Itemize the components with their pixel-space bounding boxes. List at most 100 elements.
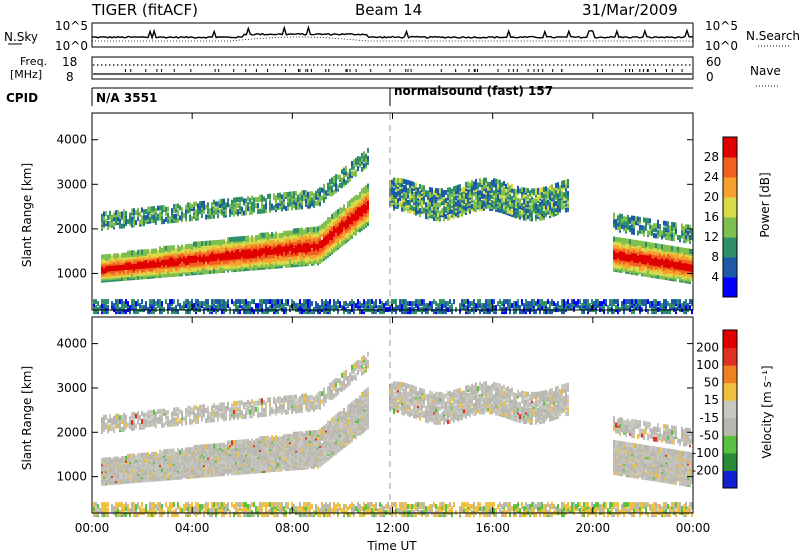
power-cell [353, 196, 355, 202]
power-cell [105, 303, 107, 309]
power-cell [237, 236, 239, 242]
freq-dot [632, 69, 634, 72]
power-cell [565, 179, 567, 185]
power-cell [477, 299, 479, 305]
power-cell [259, 261, 261, 267]
power-cell [161, 267, 163, 273]
power-cell [141, 305, 143, 311]
power-cell [541, 199, 543, 205]
power-cell [215, 299, 217, 305]
power-cell [195, 213, 197, 219]
power-cell [571, 299, 573, 305]
power-cell [347, 303, 349, 309]
power-cell [365, 301, 367, 307]
power-cell [269, 305, 271, 311]
freq-dot [542, 69, 544, 72]
power-cell [335, 210, 337, 216]
power-cell [507, 299, 509, 305]
power-cell [125, 219, 127, 225]
power-cell [459, 303, 461, 309]
power-cell [405, 179, 407, 185]
power-cell [373, 301, 375, 307]
power-cell [111, 255, 113, 261]
power-cell [227, 198, 229, 204]
power-cell [397, 177, 399, 183]
power-cell [323, 198, 325, 203]
power-cell [351, 161, 353, 166]
freq-dot [655, 69, 657, 72]
power-cell [459, 184, 461, 190]
power-cell [189, 301, 191, 307]
power-cell [119, 299, 121, 305]
power-cell [383, 303, 385, 309]
power-cell [181, 207, 183, 213]
power-cell [151, 305, 153, 311]
power-cell [323, 183, 325, 189]
power-cell [225, 208, 227, 214]
freq-dot [646, 69, 648, 72]
power-cell [263, 309, 265, 315]
power-cell [265, 232, 267, 238]
power-cell [121, 252, 123, 258]
freq-dot [389, 69, 391, 72]
power-cell [631, 215, 633, 221]
power-cell [213, 240, 215, 246]
power-cell [221, 208, 223, 214]
power-cell [501, 182, 503, 188]
power-cell [315, 226, 317, 232]
power-cell [445, 189, 447, 195]
power-cell [187, 299, 189, 305]
power-cell [213, 199, 215, 205]
power-cell [349, 168, 351, 174]
power-cell [209, 269, 211, 274]
power-cell [333, 217, 335, 223]
power-cell [105, 254, 107, 260]
power-cell [289, 191, 291, 197]
power-cell [269, 299, 271, 305]
power-cell [171, 245, 173, 251]
power-cell [403, 184, 405, 190]
power-cell [579, 305, 581, 311]
power-cell [333, 237, 335, 243]
power-cell [139, 303, 141, 309]
freq-dot [497, 69, 499, 72]
power-cell [211, 240, 213, 246]
power-cell [275, 247, 277, 253]
power-cell [633, 299, 635, 305]
power-cell [519, 305, 521, 311]
power-cell [295, 228, 297, 234]
freq-dot [476, 69, 478, 72]
nsky-trace [91, 24, 694, 40]
power-cell [363, 151, 365, 157]
power-cell [131, 299, 133, 305]
power-cell [259, 208, 261, 214]
freq-dot [370, 69, 372, 72]
power-cell [275, 305, 277, 311]
power-cell [273, 193, 275, 199]
power-cell [501, 301, 503, 307]
power-cell [155, 215, 157, 221]
power-cell [279, 254, 281, 260]
power-cell [445, 301, 447, 307]
power-cell [567, 299, 569, 305]
power-cell [277, 202, 279, 208]
power-cell [377, 305, 379, 311]
power-cell [217, 305, 219, 311]
power-cell [315, 248, 317, 253]
power-cell [191, 266, 193, 272]
power-cell [301, 234, 303, 240]
power-cell [207, 249, 209, 255]
power-cell [313, 199, 315, 204]
power-cell [101, 217, 103, 223]
power-cell [161, 205, 163, 211]
power-cell [317, 303, 319, 309]
power-cell [553, 301, 555, 307]
power-cell [255, 235, 257, 240]
power-cell [311, 226, 313, 232]
power-cell [295, 303, 297, 309]
power-cell [269, 205, 271, 211]
power-cell [287, 255, 289, 261]
power-cell [289, 201, 291, 207]
power-cell [531, 299, 533, 305]
power-cell [393, 299, 395, 305]
